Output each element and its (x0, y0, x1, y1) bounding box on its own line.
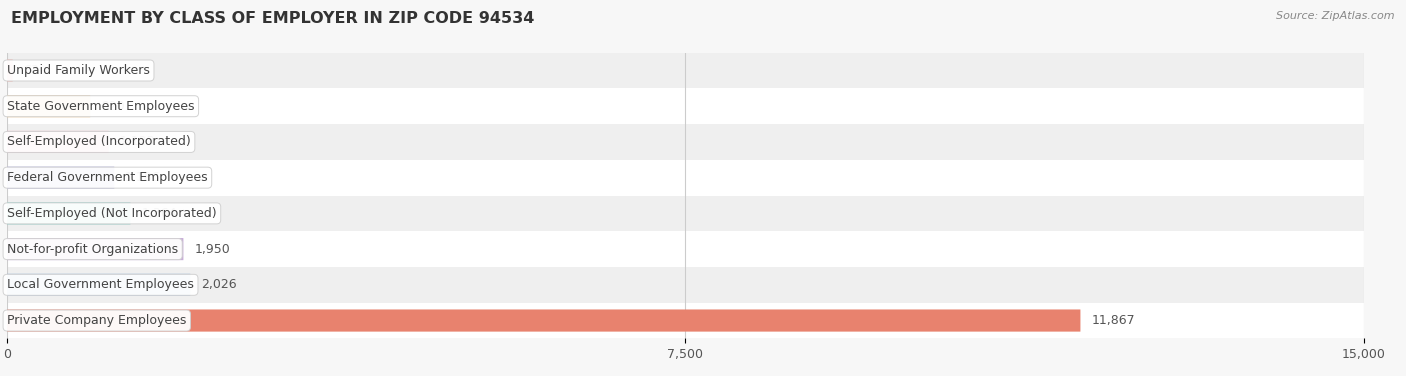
Text: Source: ZipAtlas.com: Source: ZipAtlas.com (1277, 11, 1395, 21)
Bar (7, 231, 1364, 267)
FancyBboxPatch shape (7, 59, 13, 82)
Bar (7, 88, 1364, 124)
Text: 1,123: 1,123 (120, 135, 155, 149)
Text: 1,950: 1,950 (194, 243, 231, 256)
Bar (7, 53, 1364, 88)
FancyBboxPatch shape (7, 167, 114, 189)
Text: Self-Employed (Incorporated): Self-Employed (Incorporated) (7, 135, 191, 149)
FancyBboxPatch shape (7, 202, 131, 224)
Text: Private Company Employees: Private Company Employees (7, 314, 187, 327)
Text: Not-for-profit Organizations: Not-for-profit Organizations (7, 243, 179, 256)
FancyBboxPatch shape (7, 131, 108, 153)
Bar (7, 303, 1364, 338)
Text: Federal Government Employees: Federal Government Employees (7, 171, 208, 184)
Text: 11,867: 11,867 (1091, 314, 1135, 327)
Text: 63: 63 (24, 64, 39, 77)
FancyBboxPatch shape (7, 95, 90, 117)
Text: 2,026: 2,026 (201, 278, 236, 291)
Text: Local Government Employees: Local Government Employees (7, 278, 194, 291)
Bar (7, 124, 1364, 160)
Text: Self-Employed (Not Incorporated): Self-Employed (Not Incorporated) (7, 207, 217, 220)
FancyBboxPatch shape (7, 274, 190, 296)
Text: Unpaid Family Workers: Unpaid Family Workers (7, 64, 150, 77)
Bar (7, 267, 1364, 303)
Bar (7, 160, 1364, 196)
Text: EMPLOYMENT BY CLASS OF EMPLOYER IN ZIP CODE 94534: EMPLOYMENT BY CLASS OF EMPLOYER IN ZIP C… (11, 11, 534, 26)
Text: 920: 920 (101, 100, 125, 113)
Bar (7, 196, 1364, 231)
Text: 1,364: 1,364 (141, 207, 177, 220)
Text: 1,186: 1,186 (125, 171, 160, 184)
FancyBboxPatch shape (7, 238, 183, 260)
Text: State Government Employees: State Government Employees (7, 100, 194, 113)
FancyBboxPatch shape (7, 309, 1080, 332)
